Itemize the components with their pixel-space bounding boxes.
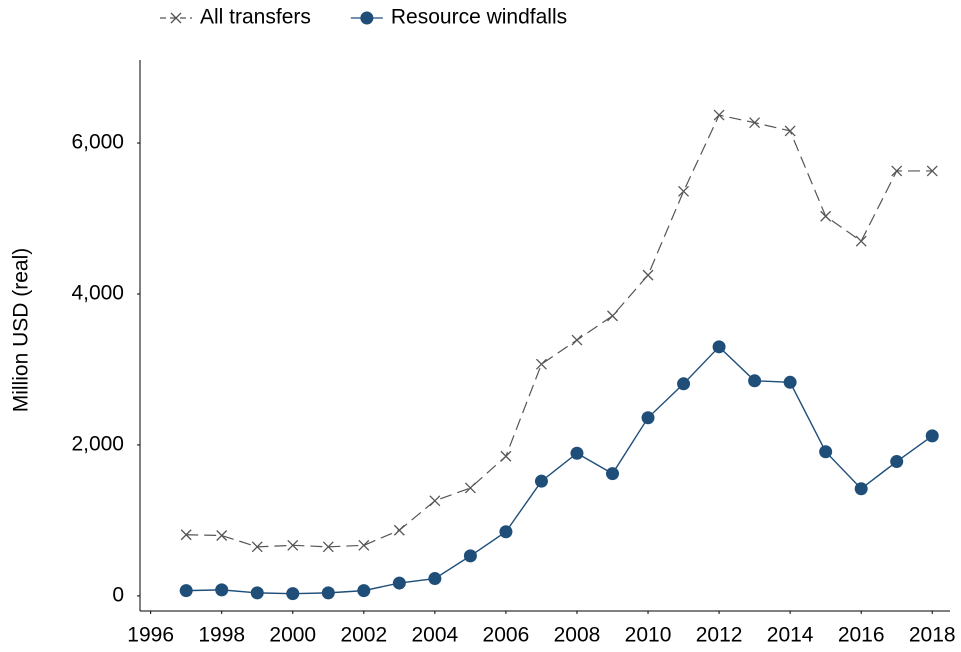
x-tick-label: 2000 [269,624,316,647]
x-tick-label: 2018 [909,624,956,647]
data-point [819,445,833,459]
data-point [534,474,548,488]
data-point [393,524,405,536]
data-point [642,269,654,281]
data-point [571,334,583,346]
data-point [926,165,938,177]
data-point [358,539,370,551]
legend-marker [360,11,374,25]
data-point [535,358,547,370]
data-point [712,340,726,354]
y-tick-label: 4,000 [71,282,124,305]
data-point [322,541,334,553]
data-point [392,576,406,590]
data-point [180,529,192,541]
legend-label: All transfers [200,6,311,29]
data-point [925,429,939,443]
data-point [321,586,335,600]
data-point [570,446,584,460]
x-tick-label: 2004 [412,624,459,647]
series-line [186,114,933,548]
x-tick-label: 2016 [838,624,885,647]
data-point [890,455,904,469]
x-tick-label: 1996 [127,624,174,647]
data-point [429,495,441,507]
data-point [463,549,477,563]
data-point [855,235,867,247]
x-tick-label: 2002 [340,624,387,647]
data-point [784,125,796,137]
data-point [250,586,264,600]
x-tick-label: 2008 [554,624,601,647]
x-tick-label: 2012 [696,624,743,647]
data-point [499,525,513,539]
data-point [606,467,619,481]
series-line [186,345,933,595]
data-point [215,583,229,597]
data-point [854,482,868,496]
data-point [891,165,903,177]
data-point [179,584,193,598]
data-point [713,109,725,121]
data-point [428,572,442,586]
y-tick-label: 0 [112,583,124,606]
data-point [464,482,476,494]
x-tick-label: 2006 [483,624,530,647]
data-point [677,377,691,391]
data-point [641,411,655,425]
data-point [286,587,300,601]
x-tick-label: 2010 [625,624,672,647]
data-point [749,117,761,129]
y-tick-label: 2,000 [71,432,124,455]
legend-marker [170,12,182,24]
data-point [216,530,228,541]
y-axis-label: Million USD (real) [10,248,33,413]
data-point [287,539,299,551]
data-point [607,310,618,322]
data-point [820,210,832,222]
data-point [357,584,371,598]
data-point [783,375,797,389]
x-tick-label: 1998 [198,624,245,647]
data-point [251,541,263,553]
data-point [500,450,512,462]
data-point [748,374,762,388]
x-tick-label: 2014 [767,624,814,647]
legend-label: Resource windfalls [391,6,567,29]
data-point [678,185,690,197]
y-tick-label: 6,000 [71,131,124,154]
